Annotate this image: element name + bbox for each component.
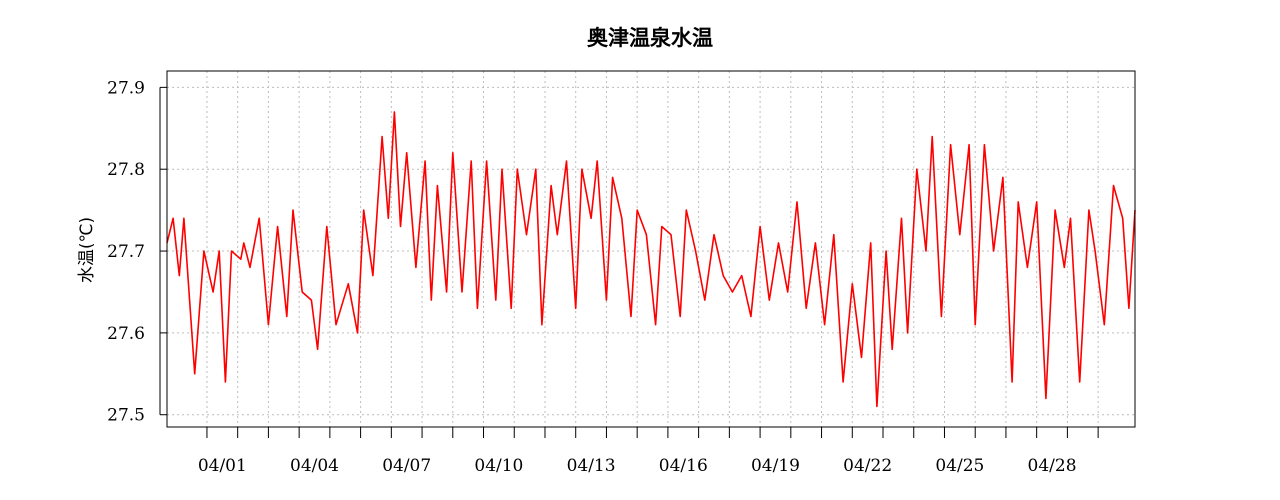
y-axis-label: 水温(℃) xyxy=(77,217,97,283)
y-tick-label: 27.8 xyxy=(107,160,145,180)
x-tick-label: 04/13 xyxy=(567,456,616,476)
y-tick-label: 27.5 xyxy=(107,406,145,426)
plot-frame xyxy=(166,70,1136,428)
x-tick-label: 04/01 xyxy=(198,456,247,476)
x-tick-label: 04/25 xyxy=(935,456,984,476)
chart-title: 奥津温泉水温 xyxy=(587,26,713,50)
x-tick-label: 04/16 xyxy=(659,456,708,476)
x-tick-label: 04/04 xyxy=(290,456,339,476)
y-tick-label: 27.6 xyxy=(107,324,145,344)
grid-layer xyxy=(167,71,1135,427)
x-tick-label: 04/19 xyxy=(751,456,800,476)
axis-layer: 27.5 27.6 27.7 27.8 27.9 04/01 04/04 04/07 04/10… xyxy=(107,78,1099,476)
x-tick-label: 04/28 xyxy=(1028,456,1077,476)
y-tick-label: 27.9 xyxy=(107,78,145,98)
x-tick-label: 04/07 xyxy=(382,456,431,476)
y-tick-label: 27.7 xyxy=(107,242,145,262)
x-tick-label: 04/10 xyxy=(474,456,523,476)
series-line xyxy=(166,111,1136,408)
series-layer xyxy=(166,111,1136,408)
x-tick-label: 04/22 xyxy=(843,456,892,476)
